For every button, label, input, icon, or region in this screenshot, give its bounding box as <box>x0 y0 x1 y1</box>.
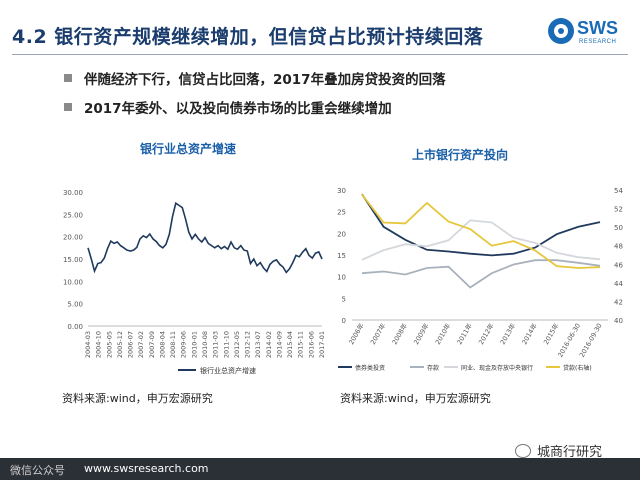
chart1-x-tick-label: 2009-06 <box>180 331 188 358</box>
chart2-y-left-tick-label: 5 <box>342 295 346 303</box>
chart2-x-tick-label: 2010年 <box>433 321 453 346</box>
chart2-title: 上市银行资产投向 <box>412 148 509 162</box>
bullet-2: 2017年委外、以及投向债券市场的比重会继续增加 <box>64 97 392 117</box>
chart1-x-tick-label: 2010-08 <box>201 331 209 358</box>
chart2-x-tick-label: 2006年 <box>346 321 366 346</box>
chart1-x-tick-label: 2006-07 <box>127 331 135 358</box>
chart1-y-tick-label: 25.00 <box>63 211 83 219</box>
chart1-source: 资料来源:wind，申万宏源研究 <box>62 392 213 405</box>
chart2-legend-label: 存款 <box>427 364 439 372</box>
chart2-x-tick-label: 2009年 <box>411 321 431 346</box>
chart2-x-tick-label: 2013年 <box>498 321 518 346</box>
chart2-y-left-tick-label: 25 <box>337 209 346 217</box>
chart2-legend-label: 债券类投资 <box>355 364 385 372</box>
chart1-x-tick-label: 2016-06 <box>307 331 315 358</box>
chart1-x-tick-label: 2011-03 <box>212 331 220 358</box>
chart2-y-right-tick-label: 44 <box>614 280 623 288</box>
chart1-x-tick-label: 2012-12 <box>244 331 252 358</box>
bullet-square-icon <box>64 103 72 111</box>
chart2-legend-label: 同业、现金及存放中央银行 <box>461 364 533 372</box>
chart1-y-tick-label: 0.00 <box>67 323 83 331</box>
chart2-series-line-0 <box>361 193 601 257</box>
title-divider <box>12 54 628 55</box>
chart1-x-tick-label: 2007-02 <box>137 331 145 358</box>
chart2-y-left-tick-label: 0 <box>342 317 346 325</box>
chart2-y-right-tick-label: 40 <box>614 317 623 325</box>
chart1-x-tick-label: 2015-04 <box>286 331 294 358</box>
chart2-series-line-1 <box>361 259 601 289</box>
chart2-series-line-3 <box>361 194 601 269</box>
bullet-1: 伴随经济下行，信贷占比回落，2017年叠加房贷投资的回落 <box>64 68 446 88</box>
chart1-x-tick-label: 2004-10 <box>95 331 103 358</box>
chart2-x-tick-label: 2008年 <box>390 321 410 346</box>
page-title: 4.2 银行资产规模继续增加，但信贷占比预计持续回落 <box>12 26 484 48</box>
chart1-x-tick-label: 2005-05 <box>105 331 113 358</box>
chart1-x-tick-label: 2017-01 <box>318 331 326 358</box>
chart1-y-tick-label: 20.00 <box>63 234 83 242</box>
chart1-x-tick-label: 2008-04 <box>158 331 166 358</box>
wechat-icon <box>515 444 531 458</box>
chart2-source: 资料来源:wind，申万宏源研究 <box>340 392 491 405</box>
chart1-title: 银行业总资产增速 <box>140 142 237 156</box>
footer-left-text: 微信公众号 <box>10 464 65 477</box>
chart1-x-tick-label: 2005-12 <box>116 331 124 358</box>
chart1-x-tick-label: 2007-09 <box>148 331 156 358</box>
watermark-text: 城商行研究 <box>537 445 603 460</box>
chart2-x-tick-label: 2007年 <box>368 321 388 346</box>
chart2-y-right-tick-label: 48 <box>614 243 623 251</box>
chart1-x-tick-label: 2013-07 <box>254 331 262 358</box>
bullet-1-text: 伴随经济下行，信贷占比回落，2017年叠加房贷投资的回落 <box>84 72 446 88</box>
chart1-series-line <box>87 201 323 274</box>
footer-bar: 微信公众号 www.swsresearch.com <box>0 458 640 480</box>
bullet-square-icon <box>64 74 72 82</box>
chart2-y-right-tick-label: 42 <box>614 298 623 306</box>
logo: SWS RESEARCH <box>548 16 628 52</box>
chart1-x-tick-label: 2014-02 <box>265 331 273 358</box>
chart2-y-right-tick-label: 46 <box>614 261 623 269</box>
chart2-y-left-tick-label: 20 <box>337 230 346 238</box>
chart2-legend-label: 贷款(右轴) <box>563 364 592 372</box>
chart1-x-tick-label: 2012-05 <box>233 331 241 358</box>
chart1-y-tick-label: 30.00 <box>63 189 83 197</box>
chart2-x-tick-label: 2014年 <box>520 321 540 346</box>
chart1-y-tick-label: 15.00 <box>63 256 83 264</box>
chart2-y-right-tick-label: 54 <box>614 187 623 195</box>
chart1-x-tick-label: 2010-01 <box>190 331 198 358</box>
chart1-legend-label: 银行业总资产增速 <box>200 366 256 375</box>
watermark: 城商行研究 <box>515 441 602 460</box>
chart2-y-right-tick-label: 52 <box>614 206 623 214</box>
chart2-series-line-2 <box>361 219 601 261</box>
chart1-x-tick-label: 2004-03 <box>84 331 92 358</box>
chart2-x-tick-label: 2011年 <box>455 321 475 346</box>
chart2-x-tick-label: 2015年 <box>541 321 561 346</box>
chart1-y-tick-label: 5.00 <box>67 301 83 309</box>
chart1-x-tick-label: 2008-11 <box>169 331 177 358</box>
chart1-y-tick-label: 10.00 <box>63 278 83 286</box>
logo-subtext: RESEARCH <box>579 39 617 45</box>
chart2-y-right-tick-label: 50 <box>614 224 623 232</box>
logo-mark-icon <box>548 18 574 44</box>
logo-text: SWS <box>577 18 619 38</box>
chart2-x-tick-label: 2016-09-30 <box>578 322 604 359</box>
footer-url[interactable]: www.swsresearch.com <box>84 462 209 475</box>
chart1-x-tick-label: 2011-10 <box>222 331 230 358</box>
bullet-2-text: 2017年委外、以及投向债券市场的比重会继续增加 <box>84 101 392 117</box>
chart2-y-left-tick-label: 30 <box>337 187 346 195</box>
chart1-x-tick-label: 2014-09 <box>275 331 283 358</box>
chart1-x-tick-label: 2015-11 <box>297 331 305 358</box>
chart2-y-left-tick-label: 10 <box>337 274 346 282</box>
chart2-y-left-tick-label: 15 <box>337 252 346 260</box>
chart2-x-tick-label: 2012年 <box>476 321 496 346</box>
